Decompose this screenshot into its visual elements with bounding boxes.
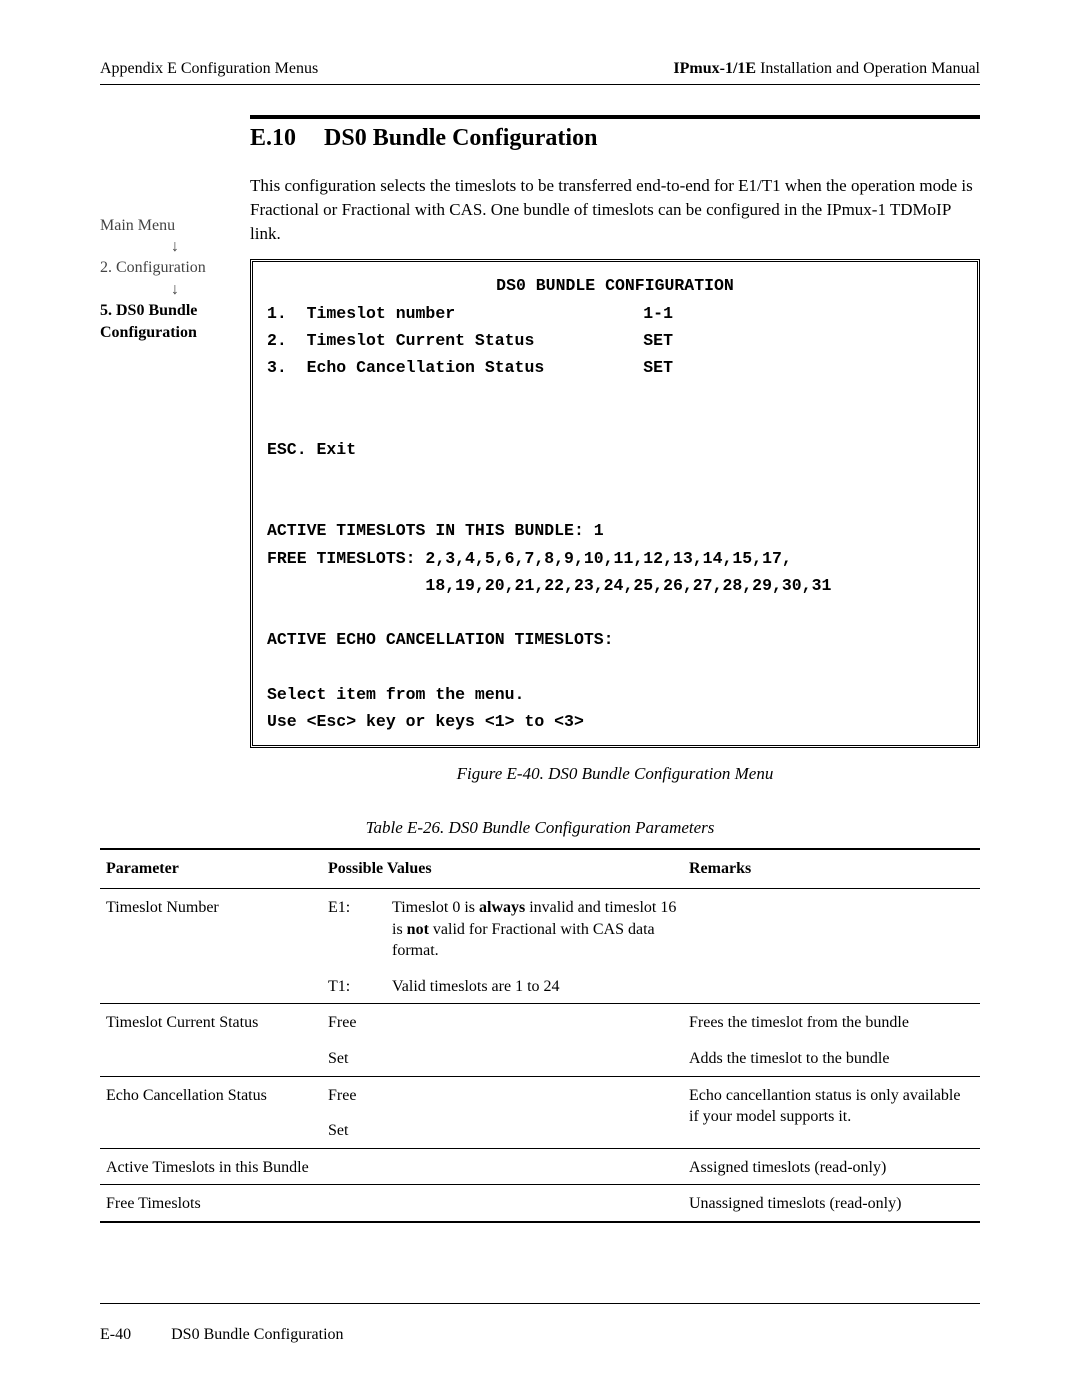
terminal-free1: FREE TIMESLOTS: 2,3,4,5,6,7,8,9,10,11,12… bbox=[267, 549, 792, 568]
cell-param: Echo Cancellation Status bbox=[100, 1076, 322, 1112]
terminal-use: Use <Esc> key or keys <1> to <3> bbox=[267, 712, 584, 731]
table-row: Echo Cancellation Status Free Echo cance… bbox=[100, 1076, 980, 1112]
terminal-row2-val: SET bbox=[643, 331, 673, 350]
cell-param: Active Timeslots in this Bundle bbox=[100, 1148, 322, 1185]
cell-pv: Free bbox=[322, 1004, 683, 1040]
section-intro: This configuration selects the timeslots… bbox=[250, 174, 980, 245]
cell-pv-label: E1: bbox=[322, 889, 386, 968]
breadcrumb: Main Menu ↓ 2. Configuration ↓ 5. DS0 Bu… bbox=[100, 115, 250, 818]
page: Appendix E Configuration Menus IPmux-1/1… bbox=[0, 0, 1080, 1394]
table-row: Active Timeslots in this Bundle Assigned… bbox=[100, 1148, 980, 1185]
cell-remarks: Adds the timeslot to the bundle bbox=[683, 1040, 980, 1076]
section-title: DS0 Bundle Configuration bbox=[324, 125, 597, 152]
cell-remarks: Assigned timeslots (read-only) bbox=[683, 1148, 980, 1185]
header-rule bbox=[100, 84, 980, 85]
header-right: IPmux-1/1E Installation and Operation Ma… bbox=[673, 60, 980, 78]
terminal-row3-val: SET bbox=[643, 358, 673, 377]
table-row: Set Adds the timeslot to the bundle bbox=[100, 1040, 980, 1076]
cell-remarks: Unassigned timeslots (read-only) bbox=[683, 1185, 980, 1222]
th-possible-values: Possible Values bbox=[322, 849, 683, 889]
terminal-row1-val: 1-1 bbox=[643, 304, 673, 323]
cell-remarks: Echo cancellantion status is only availa… bbox=[683, 1076, 980, 1148]
header-left: Appendix E Configuration Menus bbox=[100, 60, 318, 78]
down-arrow-icon: ↓ bbox=[100, 239, 250, 255]
parameters-table: Parameter Possible Values Remarks Timesl… bbox=[100, 848, 980, 1223]
figure-caption: Figure E-40. DS0 Bundle Configuration Me… bbox=[250, 764, 980, 784]
cell-pv: Set bbox=[322, 1040, 683, 1076]
main-content: E.10 DS0 Bundle Configuration This confi… bbox=[250, 115, 980, 818]
header-right-rest: Installation and Operation Manual bbox=[756, 60, 980, 77]
th-remarks: Remarks bbox=[683, 849, 980, 889]
terminal-row3-label: 3. Echo Cancellation Status bbox=[267, 358, 544, 377]
cell-param: Timeslot Current Status bbox=[100, 1004, 322, 1040]
page-footer: E-40 DS0 Bundle Configuration bbox=[100, 1303, 980, 1344]
cell-pv-desc: Valid timeslots are 1 to 24 bbox=[386, 968, 683, 1004]
footer-title: DS0 Bundle Configuration bbox=[171, 1326, 343, 1344]
terminal-active: ACTIVE TIMESLOTS IN THIS BUNDLE: 1 bbox=[267, 521, 604, 540]
table-row: Timeslot Number E1: Timeslot 0 is always… bbox=[100, 889, 980, 968]
terminal-select: Select item from the menu. bbox=[267, 685, 524, 704]
cell-remarks bbox=[683, 889, 980, 968]
terminal-free2: 18,19,20,21,22,23,24,25,26,27,28,29,30,3… bbox=[267, 576, 831, 595]
cell-pv: Free bbox=[322, 1076, 683, 1112]
footer-page-number: E-40 bbox=[100, 1326, 131, 1344]
table-row: Timeslot Current Status Free Frees the t… bbox=[100, 1004, 980, 1040]
nav-item-config: 2. Configuration bbox=[100, 257, 250, 279]
table-row: T1: Valid timeslots are 1 to 24 bbox=[100, 968, 980, 1004]
terminal-echo: ACTIVE ECHO CANCELLATION TIMESLOTS: bbox=[267, 630, 614, 649]
cell-param: Free Timeslots bbox=[100, 1185, 322, 1222]
section-number: E.10 bbox=[250, 125, 296, 152]
terminal-esc: ESC. Exit bbox=[267, 440, 356, 459]
section-rule bbox=[250, 115, 980, 119]
page-header: Appendix E Configuration Menus IPmux-1/1… bbox=[100, 60, 980, 78]
terminal-row1-label: 1. Timeslot number bbox=[267, 304, 455, 323]
table-caption: Table E-26. DS0 Bundle Configuration Par… bbox=[100, 818, 980, 838]
cell-param: Timeslot Number bbox=[100, 889, 322, 968]
cell-pv: Set bbox=[322, 1112, 683, 1148]
cell-pv-desc: Timeslot 0 is always invalid and timeslo… bbox=[386, 889, 683, 968]
terminal-title: DS0 BUNDLE CONFIGURATION bbox=[267, 272, 963, 299]
nav-item-main: Main Menu bbox=[100, 215, 250, 237]
terminal-row2-label: 2. Timeslot Current Status bbox=[267, 331, 534, 350]
th-parameter: Parameter bbox=[100, 849, 322, 889]
table-header-row: Parameter Possible Values Remarks bbox=[100, 849, 980, 889]
cell-remarks: Frees the timeslot from the bundle bbox=[683, 1004, 980, 1040]
terminal-screen: DS0 BUNDLE CONFIGURATION 1. Timeslot numb… bbox=[250, 259, 980, 748]
header-right-bold: IPmux-1/1E bbox=[673, 60, 756, 77]
nav-item-current: 5. DS0 Bundle Configuration bbox=[100, 300, 250, 345]
table-row: Free Timeslots Unassigned timeslots (rea… bbox=[100, 1185, 980, 1222]
cell-pv-label: T1: bbox=[322, 968, 386, 1004]
section-heading: E.10 DS0 Bundle Configuration bbox=[250, 125, 980, 152]
down-arrow-icon: ↓ bbox=[100, 282, 250, 298]
